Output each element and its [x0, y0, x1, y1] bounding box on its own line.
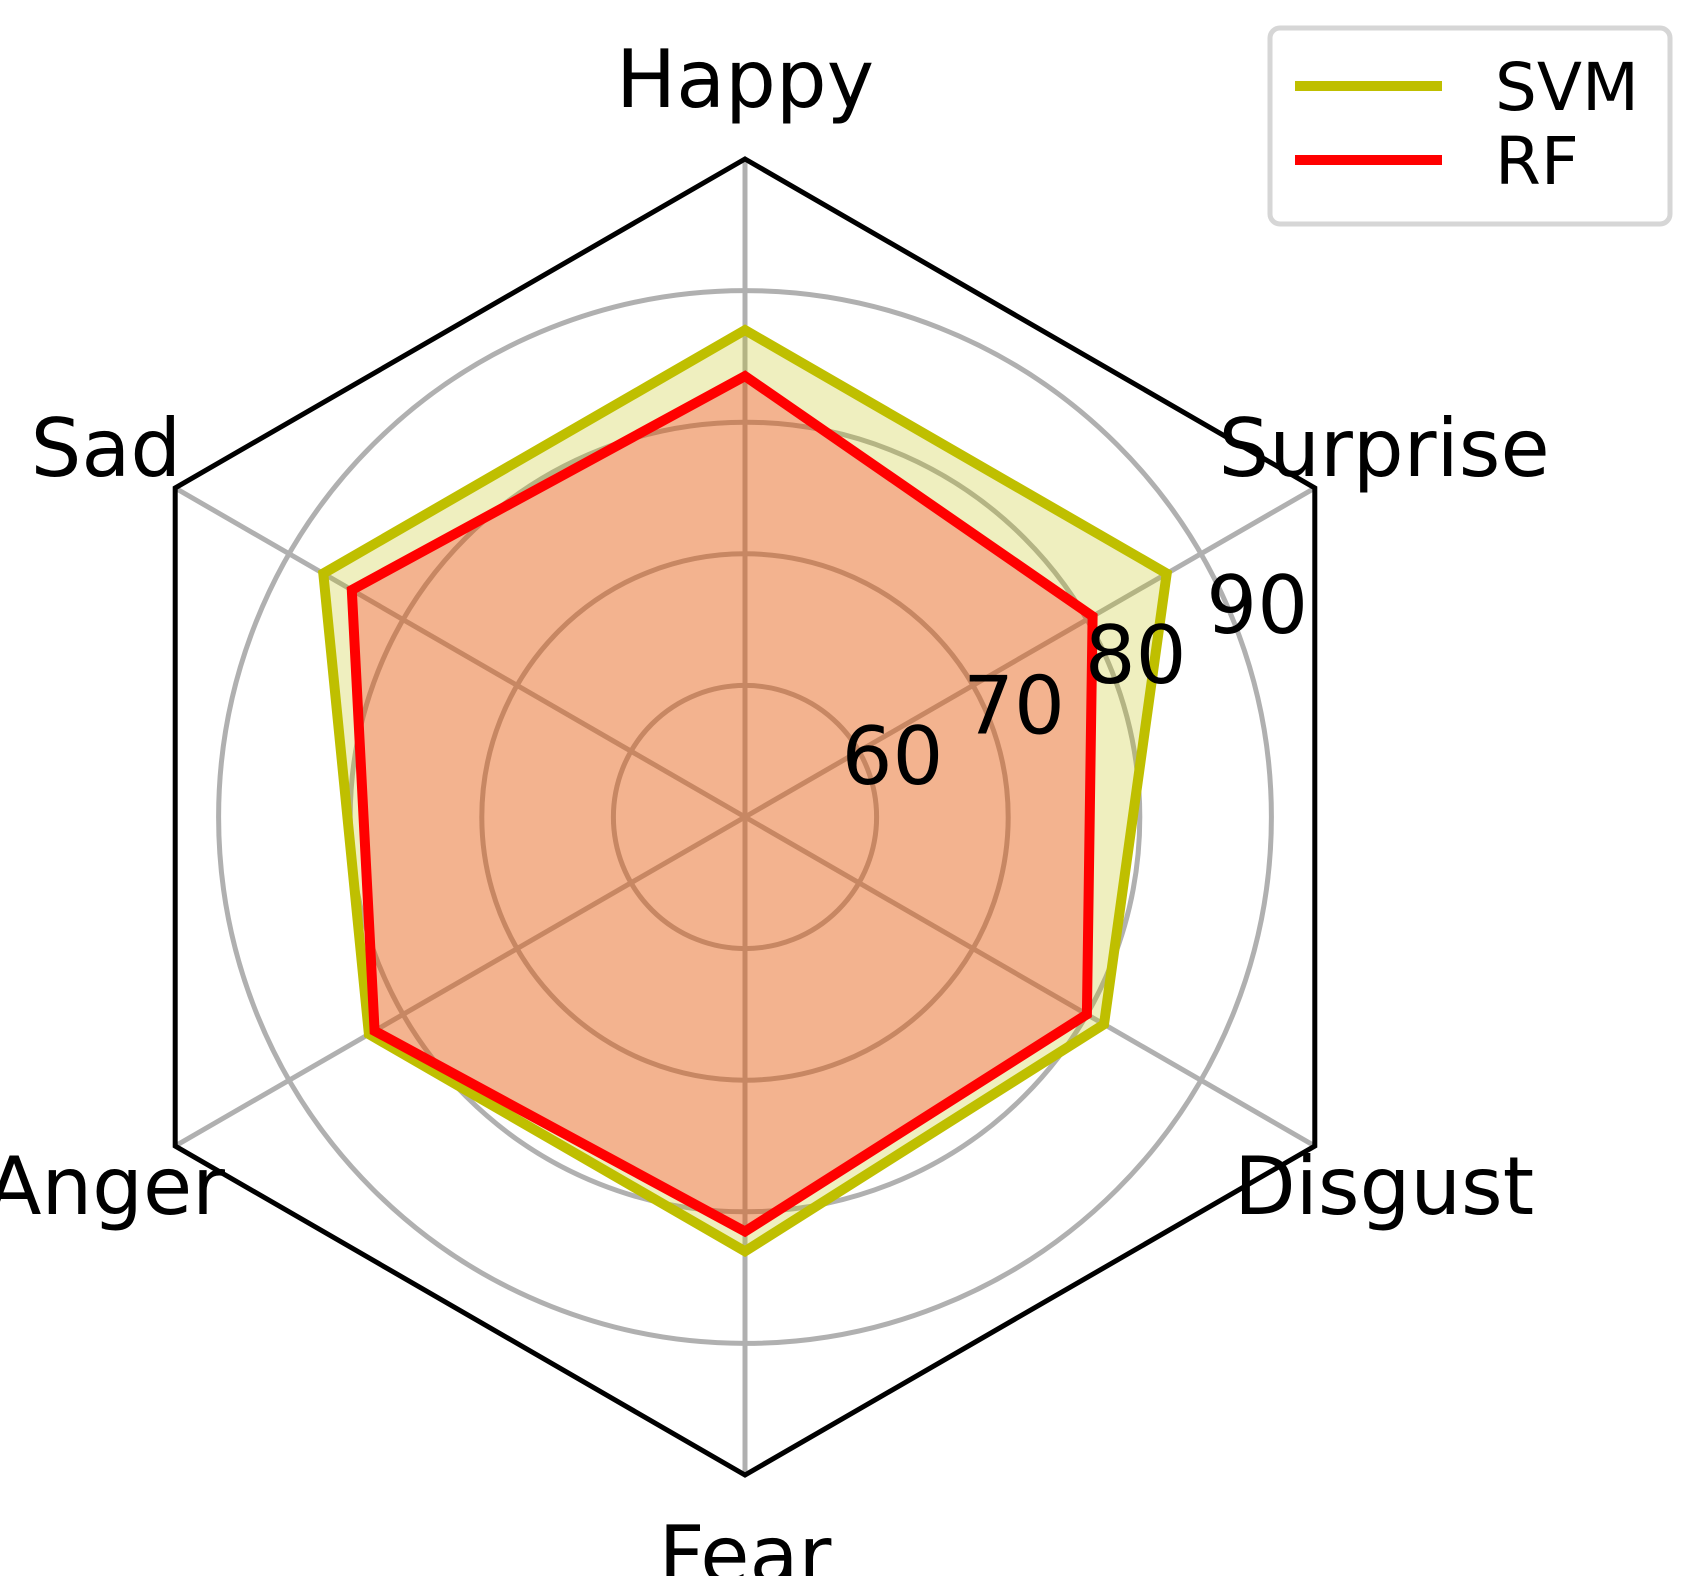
legend-label-svm: SVM — [1495, 49, 1639, 126]
svm-area — [323, 330, 1167, 1252]
tick-label-70: 70 — [963, 660, 1065, 753]
tick-label-60: 60 — [842, 710, 944, 803]
spoke-anger — [173, 814, 747, 1149]
hexagon-frame — [172, 156, 1318, 1478]
axis-label-happy: Happy — [616, 33, 874, 126]
spoke-disgust — [743, 814, 1317, 1149]
axis-label-fear: Fear — [659, 1509, 832, 1576]
axis-label-surprise: Surprise — [1219, 402, 1550, 495]
rf-line — [346, 370, 1098, 1238]
axis-labels: Happy Surprise Disgust Fear Anger Sad — [0, 33, 1550, 1576]
series-layer — [318, 324, 1173, 1258]
legend-box — [1267, 25, 1673, 227]
spoke-surprise — [743, 485, 1317, 820]
axis-label-anger: Anger — [0, 1140, 225, 1233]
axis-label-disgust: Disgust — [1234, 1140, 1534, 1233]
spoke-sad — [173, 485, 747, 820]
tick-label-90: 90 — [1206, 559, 1308, 652]
outer-frame — [172, 156, 1318, 1478]
legend-label-rf: RF — [1495, 123, 1579, 200]
svm-line — [318, 324, 1173, 1258]
rf-area — [351, 376, 1093, 1232]
axis-label-sad: Sad — [31, 402, 182, 495]
radial-grid — [173, 159, 1317, 1475]
tick-label-80: 80 — [1085, 609, 1187, 702]
